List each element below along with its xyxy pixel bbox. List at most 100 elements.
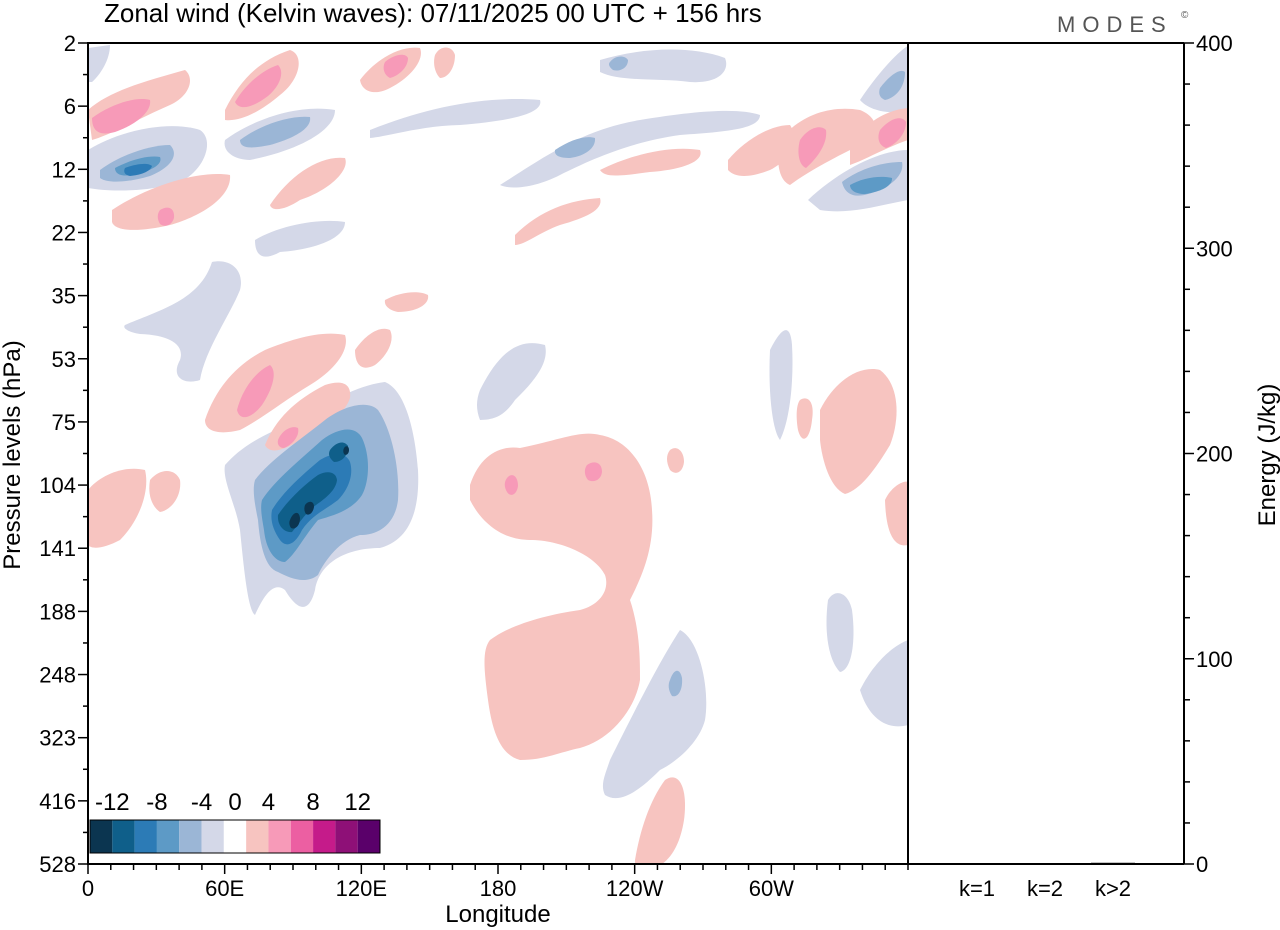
colorbar: -12 -8 -4 0 4 8 12 [86,783,384,858]
energy-axis-label: Energy (J/kg) [1254,384,1280,527]
energy-category-label: k=1 [959,876,995,901]
colorbar-swatch [179,820,202,853]
y-tick-label: 2 [64,31,76,56]
colorbar-swatch [112,820,135,853]
colorbar-swatch [335,820,358,853]
brand-logo: MODES [1057,12,1173,37]
y-tick-label: 528 [39,852,76,877]
contour-neg-upper-right-streak [370,99,541,138]
energy-tick-label: 200 [1196,442,1233,467]
energy-category-label: k=2 [1027,876,1063,901]
colorbar-swatch [90,820,113,853]
colorbar-border [89,819,381,854]
x-axis-label: Longitude [445,901,550,928]
y-tick-label: 6 [64,94,76,119]
chart-title: Zonal wind (Kelvin waves): 07/11/2025 00… [104,0,762,28]
contour-pos-core-right2 [878,118,906,148]
contour-pos-upper-center2 [434,47,455,78]
x-tick-label: 120W [606,876,664,901]
contour-neg-lower-mid [602,630,707,799]
contour-neg-35hpa-arc [124,261,241,382]
brand-trademark: © [1181,10,1189,21]
colorbar-tick-label: -8 [146,789,167,816]
contour-pos-22hpa-strip [112,174,231,230]
x-tick-label: 60E [205,876,244,901]
contour-pos-35hpa-strip [384,292,429,312]
colorbar-swatch [268,820,291,853]
contour-neg-core-upper-diag [240,116,311,148]
contour-field [88,45,908,864]
colorbar-tick-label: 4 [262,789,275,816]
contour-neg-top-right-cap [600,49,727,83]
energy-tick-label: 400 [1196,31,1233,56]
contour-pos-large-tropo [470,433,653,760]
contour-neg-core5-b [304,501,314,515]
contour-neg-core3-upper-left [124,163,152,176]
colorbar-swatch [246,820,269,853]
contour-neg-core5-a [289,512,300,529]
contour-neg-core-upper-right [554,137,596,158]
colorbar-swatch [156,820,180,853]
contour-pos-small-rightmid [796,398,813,439]
contour-pos-core-75 [277,427,299,448]
y-tick-label: 35 [52,284,76,309]
contour-neg-near-dateline [477,343,546,420]
y-axis-label: Pressure levels (hPa) [0,340,26,569]
contour-pos-53hpa-right [355,328,392,368]
contour-neg-core4-120E [329,442,348,462]
contour-pos-core-upper-diag [235,65,282,108]
y-tick-label: 104 [39,473,76,498]
contour-pos-core-53 [237,365,274,418]
y-tick-label: 188 [39,599,76,624]
contour-pos-core-104b [584,462,602,482]
y-tick-label: 141 [39,536,76,561]
y-tick-label: 416 [39,789,76,814]
contour-neg-core-top-center [609,56,628,71]
x-axis: 0 60E 120E 180 120W 60W [82,864,909,901]
energy-axis: 0 100 200 300 400 [1184,31,1233,877]
colorbar-tick-label: -4 [191,789,212,816]
y-tick-label: 75 [52,410,76,435]
contour-neg-upper-right-streak2 [500,110,760,188]
colorbar-swatch [223,820,247,853]
contour-neg-stratos-tendril [255,220,345,257]
energy-tick-label: 300 [1196,236,1233,261]
energy-bar [955,863,999,864]
energy-tick-label: 0 [1196,852,1208,877]
contour-neg-core2-right [850,176,893,194]
energy-category-label: k>2 [1095,876,1131,901]
contour-neg-lower-right [860,640,908,727]
contour-neg-right-tendril [769,330,793,440]
contour-pos-core-top-left [92,99,151,134]
contour-pos-left-104 [88,468,147,548]
contour-pos-22hpa-right [515,198,601,245]
y-tick-label: 323 [39,726,76,751]
contour-pos-lower-center [635,777,685,864]
contour-neg-core5-c [343,446,349,455]
contour-neg-core-top-right [879,70,905,100]
colorbar-tick-label: 8 [306,789,319,816]
contour-pos-right-upper-a [728,125,794,176]
colorbar-swatch [313,820,336,853]
contour-pos-core-top-center [383,54,408,78]
contour-pos-core-right [798,127,827,168]
y-tick-label: 22 [52,220,76,245]
contour-pos-mid-upper [270,157,346,210]
colorbar-tick-label: 12 [344,789,371,816]
y-tick-label: 12 [52,157,76,182]
contour-pos-right-75 [820,369,897,494]
contour-pos-core-104 [504,475,518,495]
contour-pos-right-upper-b [778,108,875,185]
energy-bars: k=1 k=2 k>2 [955,862,1135,901]
contour-pos-right-104 [885,481,908,546]
colorbar-swatch [201,820,224,853]
colorbar-tick-label: -12 [95,789,130,816]
contour-pos-upper-middle [600,148,701,176]
contour-neg-core-lower [668,670,683,697]
colorbar-swatch [134,820,157,853]
x-tick-label: 180 [480,876,517,901]
y-tick-label: 53 [52,347,76,372]
colorbar-tick-label: 0 [228,789,241,816]
energy-bar [1023,863,1067,864]
